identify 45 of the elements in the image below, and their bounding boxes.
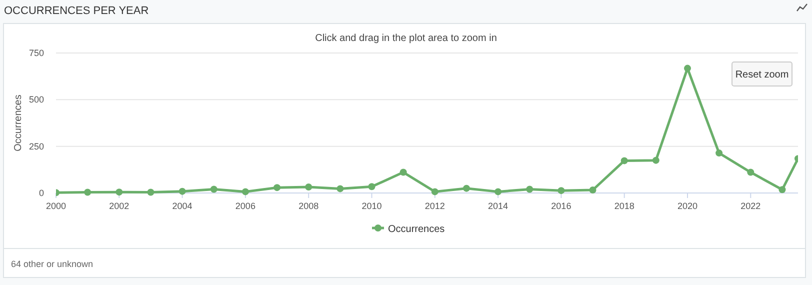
point [778, 186, 786, 194]
point [147, 188, 154, 196]
x-tick-label: 2022 [740, 201, 761, 211]
x-tick-label: 2006 [235, 201, 256, 211]
x-tick-label: 2012 [424, 201, 445, 211]
text: 64 other or unknown [11, 259, 94, 269]
legend-label: Occurrences [388, 224, 445, 235]
point [716, 150, 723, 157]
point [684, 64, 691, 72]
point [431, 188, 438, 196]
y-axis-title: Occurrences [13, 94, 24, 152]
y-tick-label: 250 [28, 141, 44, 152]
point [400, 168, 407, 176]
x-tick-label: 2002 [109, 201, 130, 211]
point [494, 188, 502, 196]
point [368, 183, 376, 190]
point [336, 185, 344, 192]
x-tick-label: 2016 [551, 201, 572, 211]
x-tick-label: 2000 [46, 201, 66, 211]
y-tick-label: 750 [28, 48, 44, 58]
chart-title: OCCURRENCES PER YEAR [4, 5, 149, 17]
point [274, 184, 281, 192]
point [558, 187, 565, 194]
point [652, 156, 660, 164]
x-tick-label: 2014 [488, 201, 508, 211]
point [747, 168, 754, 176]
point [242, 188, 249, 196]
annotation: Reset zoom [735, 70, 789, 80]
y-tick-label: 0 [38, 188, 44, 198]
x-tick-label: 2020 [677, 201, 698, 211]
point [589, 186, 596, 194]
point [178, 188, 186, 195]
chart-subtitle: Click and drag in the plot area to zoom in [315, 33, 497, 44]
point [462, 184, 470, 192]
point [116, 188, 123, 196]
x-tick-label: 2008 [298, 201, 319, 211]
point [305, 184, 312, 191]
point [620, 157, 628, 164]
point [84, 188, 92, 196]
x-tick-label: 2004 [172, 201, 192, 211]
point [526, 186, 534, 193]
point [210, 186, 218, 193]
x-tick-label: 2010 [362, 201, 382, 211]
y-tick-label: 500 [28, 94, 44, 105]
x-tick-label: 2018 [614, 201, 634, 211]
